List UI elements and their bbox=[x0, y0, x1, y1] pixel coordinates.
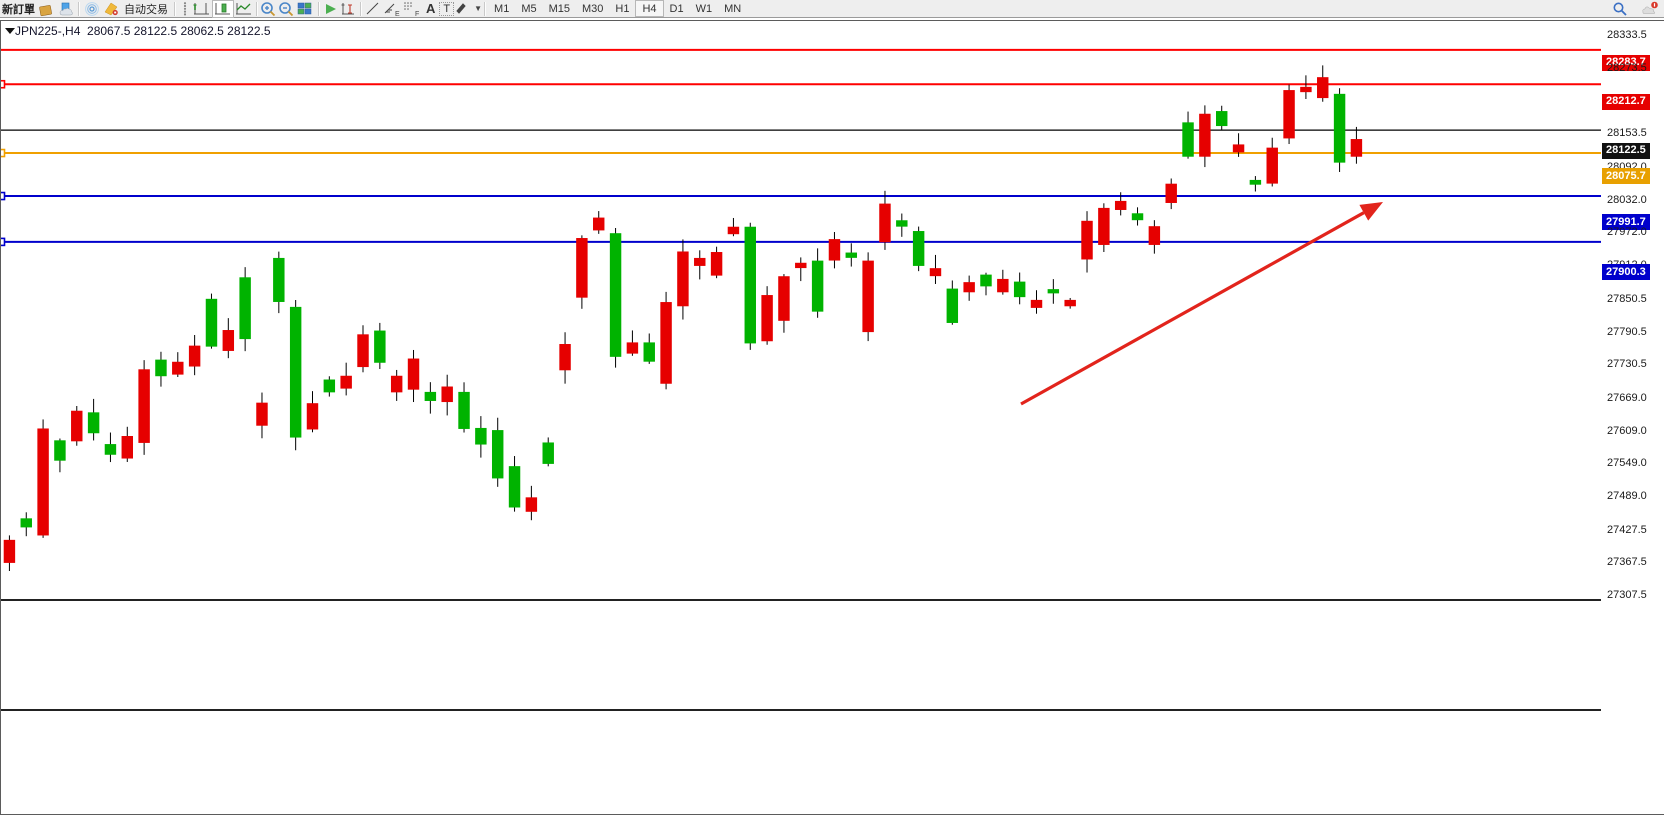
svg-text:E: E bbox=[395, 11, 400, 17]
svg-text:F: F bbox=[415, 11, 419, 17]
